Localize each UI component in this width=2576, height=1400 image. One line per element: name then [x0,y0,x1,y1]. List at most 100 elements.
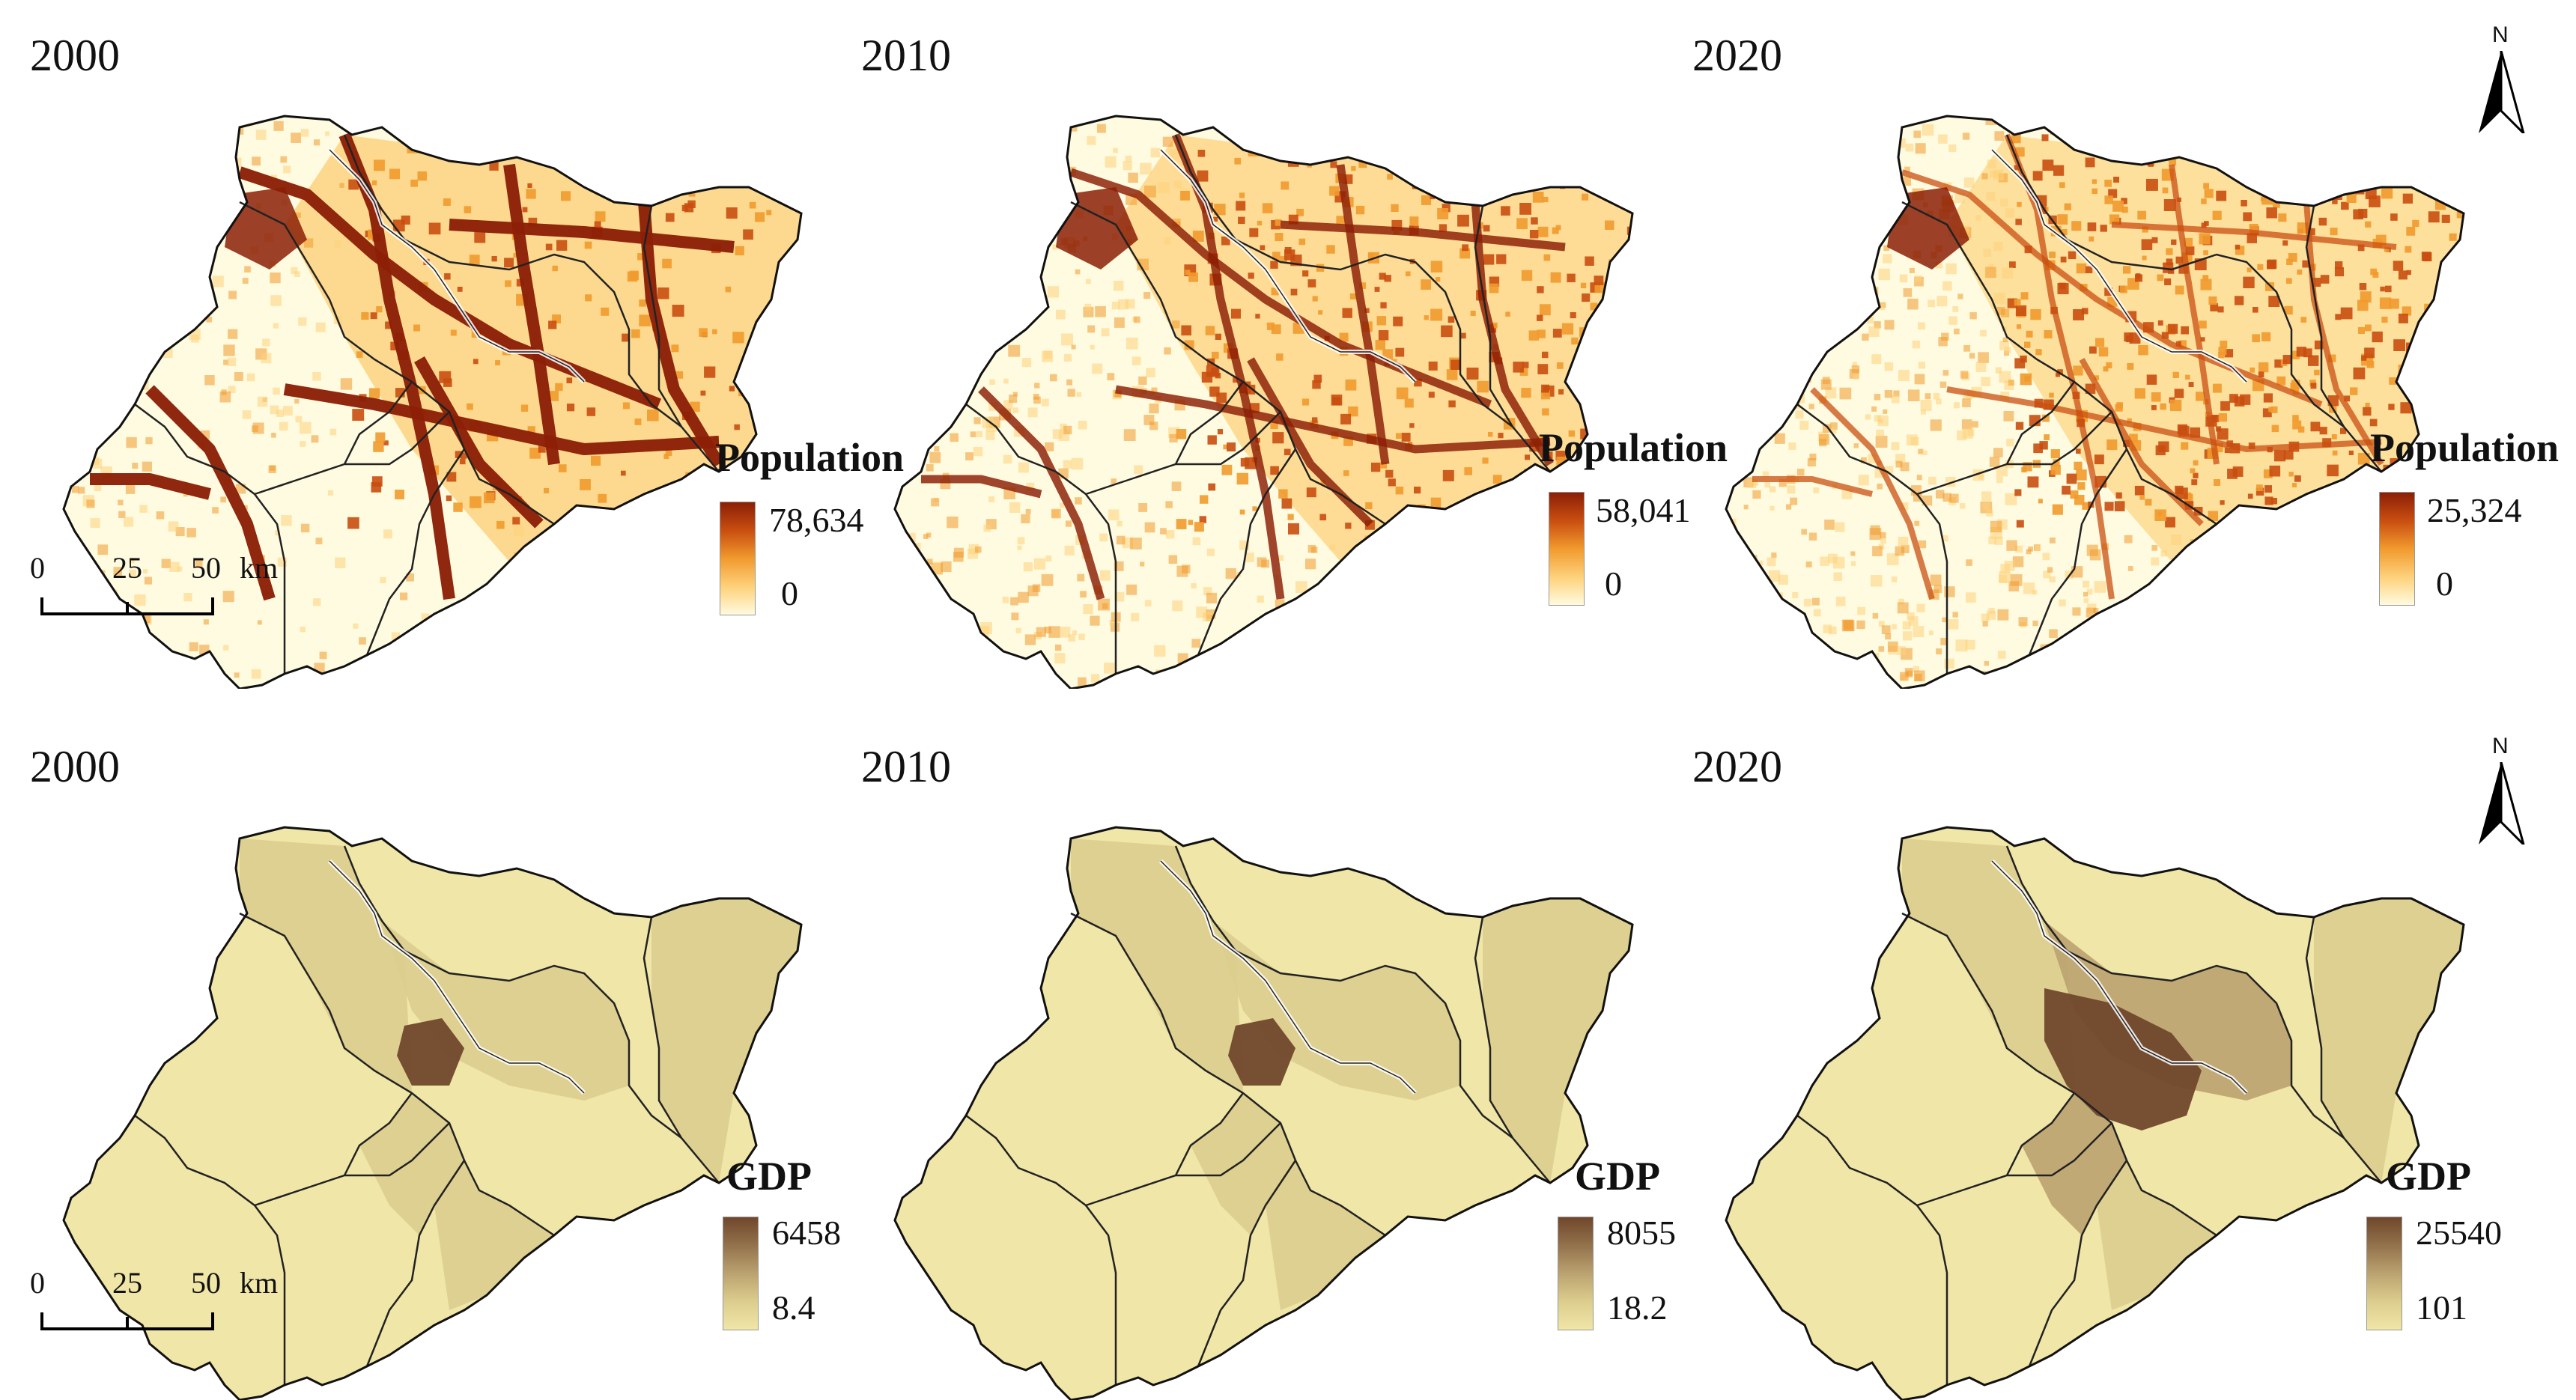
raster-cell [2135,274,2142,281]
raster-cell [1084,304,1091,311]
raster-cell [1851,561,1856,566]
raster-cell [1312,417,1317,422]
raster-cell [2330,494,2339,503]
raster-cell [1114,674,1125,684]
raster-cell [2348,573,2354,579]
raster-cell [1379,273,1386,279]
raster-cell [2362,121,2372,130]
raster-cell [1784,317,1793,325]
raster-cell [580,479,591,490]
raster-cell [336,684,347,689]
raster-cell [2084,598,2089,603]
raster-cell [712,329,717,335]
raster-cell [956,254,967,265]
gdp-legend-2020: GDP 25540 101 [2366,1153,2539,1340]
raster-cell [1993,169,2004,180]
raster-cell [234,372,243,381]
raster-cell [678,504,690,516]
raster-cell [142,462,152,472]
raster-cell [1963,133,1969,139]
raster-cell [2247,626,2251,630]
raster-cell [1882,625,1891,634]
raster-cell [1850,551,1855,556]
raster-cell [595,211,606,222]
raster-cell [1275,233,1283,241]
raster-cell [2411,117,2422,127]
raster-cell [527,587,538,598]
raster-cell [2170,400,2181,411]
scale-bar-graphic [30,1306,225,1336]
raster-cell [1349,147,1355,152]
raster-cell [1257,596,1264,603]
raster-cell [1463,653,1474,664]
raster-cell [467,404,473,410]
raster-cell [2348,582,2360,593]
raster-cell [444,641,452,649]
raster-cell [902,226,910,234]
raster-cell [274,121,284,131]
raster-cell [2300,553,2309,562]
raster-cell [1786,120,1793,127]
raster-cell [2319,582,2326,589]
raster-cell [2199,320,2206,328]
raster-cell [1570,312,1576,318]
raster-cell [896,154,908,166]
raster-cell [1206,365,1218,377]
raster-cell [1811,128,1819,136]
raster-cell [657,287,669,299]
legend-title: GDP [1575,1153,1660,1199]
raster-cell [1579,180,1585,186]
raster-cell [1767,558,1776,567]
raster-cell [2192,125,2203,136]
raster-cell [73,439,80,447]
raster-cell [2191,678,2200,687]
raster-cell [1172,481,1182,491]
raster-cell [1839,119,1851,131]
raster-cell [2003,338,2008,343]
raster-cell [1903,621,1911,630]
raster-cell [1898,537,1909,547]
raster-cell [2329,610,2334,615]
raster-cell [1558,389,1564,395]
raster-cell [642,642,648,648]
raster-cell [1012,671,1021,679]
raster-cell [400,593,407,600]
raster-cell [2327,465,2339,477]
raster-cell [2290,686,2294,689]
raster-cell [2175,286,2184,295]
raster-cell [1900,275,1908,283]
raster-cell [2113,177,2119,183]
raster-cell [1051,509,1061,519]
raster-cell [1240,510,1245,515]
raster-cell [1581,283,1586,288]
raster-cell [2168,132,2176,140]
raster-cell [1770,176,1777,183]
raster-cell [149,198,158,207]
raster-cell [1869,216,1875,222]
raster-cell [910,377,922,389]
raster-cell [2023,582,2035,594]
raster-cell [1138,377,1146,385]
raster-cell [2240,395,2250,405]
raster-cell [1793,270,1802,279]
raster-cell [1865,175,1873,183]
raster-cell [147,298,152,303]
raster-cell [2093,639,2102,648]
raster-cell [1545,166,1552,173]
raster-cell [641,185,651,195]
raster-cell [1638,273,1643,279]
raster-cell [1226,568,1236,579]
raster-cell [2102,143,2113,154]
raster-cell [2035,546,2041,551]
raster-cell [2115,404,2123,412]
raster-cell [1557,362,1564,369]
raster-cell [108,231,115,237]
raster-cell [1787,174,1794,182]
raster-cell [1749,292,1756,299]
raster-cell [372,476,383,487]
raster-cell [2216,603,2224,612]
raster-cell [1037,654,1042,659]
raster-cell [2336,182,2341,186]
raster-cell [555,383,562,391]
raster-cell [2264,553,2275,564]
